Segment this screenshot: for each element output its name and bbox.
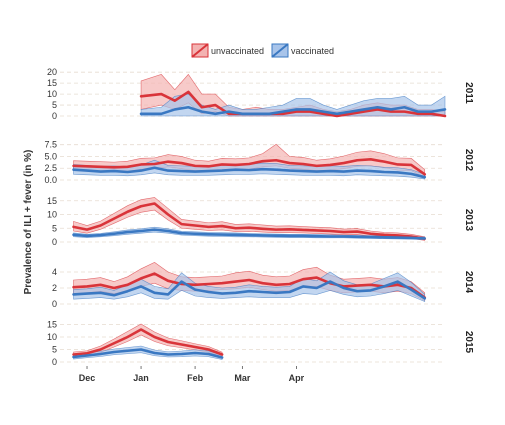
y-tick-label: 10 [47,89,57,99]
y-tick-label: 0 [52,299,57,309]
legend-label-vaccinated: vaccinated [291,46,334,56]
y-tick-label: 10 [47,332,57,342]
panels: 0510152020110.02.55.07.52012051015201302… [44,67,474,367]
ribbon-vaccinated [73,345,223,360]
series-line-vaccinated [72,166,427,179]
panel-label-2011: 2011 [463,82,474,104]
series-line-vaccinated [72,348,224,359]
x-tick-label: Mar [234,373,251,383]
series-line-vaccinated [72,280,427,300]
y-tick-label: 0 [52,111,57,121]
y-tick-label: 0 [52,357,57,367]
series-line-unvaccinated [72,272,427,299]
y-tick-label: 0 [52,237,57,247]
panel-2013: 0 5 10 15 2013 [47,196,474,247]
panel-label-2013: 2013 [463,209,474,232]
y-tick-label: 2.5 [44,163,57,173]
y-tick-label: 7.5 [44,140,57,150]
legend-label-unvaccinated: unvaccinated [211,46,264,56]
panel-2014: 0 2 4 2014 [52,262,474,309]
panel-2012: 0.0 2.5 5.07.5 2012 [44,140,474,185]
y-tick-label: 5 [52,223,57,233]
x-tick-label: Dec [79,373,96,383]
y-tick-label: 15 [47,320,57,330]
legend-swatch-line-vaccinated [271,43,289,58]
y-tick-label: 2 [52,283,57,293]
x-tick-label: Feb [187,373,204,383]
panel-label-2014: 2014 [463,271,474,294]
series-line-unvaccinated [72,202,427,240]
series-line-unvaccinated [139,90,447,118]
legend-swatch-line-unvaccinated [191,43,209,58]
y-axis-label: Prevalence of ILI + fever (in %) [23,150,34,295]
series-line-unvaccinated [72,157,427,176]
x-tick-label: Apr [289,373,305,383]
y-tick-label: 5.0 [44,151,57,161]
y-tick-label: 0.0 [44,175,57,185]
x-tick-label: Jan [133,373,149,383]
y-tick-label: 15 [47,196,57,206]
panel-label-2012: 2012 [463,149,474,172]
y-tick-label: 10 [47,210,57,220]
series-line-unvaccinated [72,328,224,356]
panel-label-2015: 2015 [463,331,474,354]
legend: unvaccinated vaccinated [191,43,334,58]
y-tick-label: 5 [52,345,57,355]
y-tick-label: 4 [52,267,57,277]
x-axis: Dec Jan Feb Mar Apr [79,366,305,383]
y-tick-label: 15 [47,78,57,88]
y-tick-label: 20 [47,67,57,77]
series-line-vaccinated [139,105,447,116]
series-line-vaccinated [72,228,427,240]
panel-2015: 0 5 10 15 2015 [47,320,474,368]
y-tick-label: 5 [52,100,57,110]
